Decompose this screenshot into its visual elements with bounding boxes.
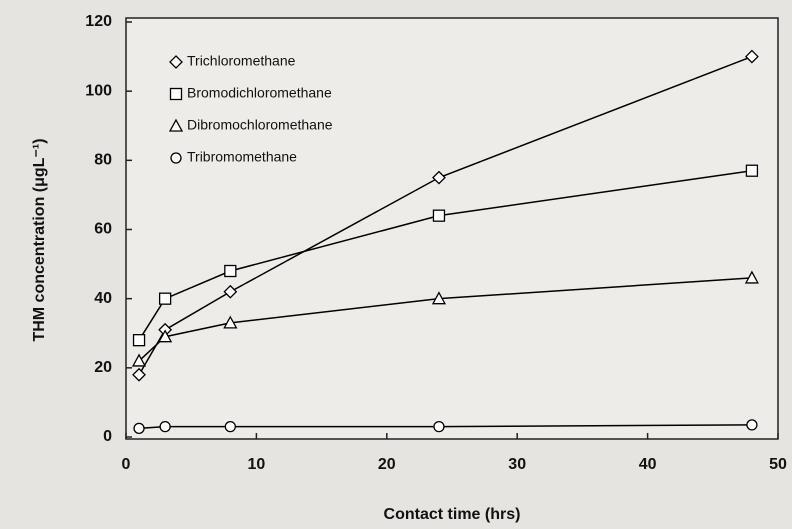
marker-diamond (169, 55, 183, 69)
y-tick-label: 20 (94, 359, 112, 376)
marker-square (432, 209, 446, 222)
marker-triangle (223, 315, 238, 329)
marker-triangle (168, 118, 184, 132)
marker-diamond (223, 284, 238, 299)
marker-circle (159, 420, 171, 433)
marker-circle (433, 420, 445, 433)
y-tick-label: 100 (85, 82, 112, 99)
legend-label: Bromodichloromethane (187, 85, 332, 101)
marker-square (132, 334, 146, 347)
y-tick-label: 40 (94, 290, 112, 307)
y-tick-label: 0 (103, 428, 112, 445)
marker-circle (133, 422, 145, 435)
legend-label: Tribromomethane (187, 149, 297, 165)
marker-square (158, 292, 172, 305)
marker-triangle (744, 270, 760, 284)
marker-diamond (132, 367, 146, 382)
marker-diamond (745, 49, 759, 64)
marker-triangle (158, 329, 173, 343)
marker-triangle (131, 353, 147, 367)
marker-circle (224, 420, 236, 433)
y-tick-label: 80 (94, 152, 112, 169)
x-axis-title: Contact time (hrs) (384, 506, 521, 523)
x-tick-label: 0 (122, 456, 131, 473)
x-tick-label: 50 (769, 456, 787, 473)
plot-frame (125, 17, 779, 440)
y-tick-label: 120 (85, 13, 112, 30)
marker-square (224, 264, 237, 278)
marker-circle (746, 419, 758, 431)
legend-label: Trichloromethane (187, 53, 296, 69)
x-tick-label: 30 (508, 456, 526, 473)
marker-square (169, 87, 183, 101)
x-tick-label: 20 (378, 456, 396, 473)
x-tick-label: 40 (639, 456, 657, 473)
legend-label: Dibromochloromethane (187, 117, 333, 133)
marker-circle (170, 152, 182, 164)
marker-diamond (432, 170, 446, 185)
marker-triangle (431, 291, 447, 305)
y-axis-title: THM concentration (μgL⁻¹) (31, 138, 48, 341)
x-tick-label: 10 (248, 456, 266, 473)
y-tick-label: 60 (94, 221, 112, 238)
marker-square (745, 164, 759, 177)
